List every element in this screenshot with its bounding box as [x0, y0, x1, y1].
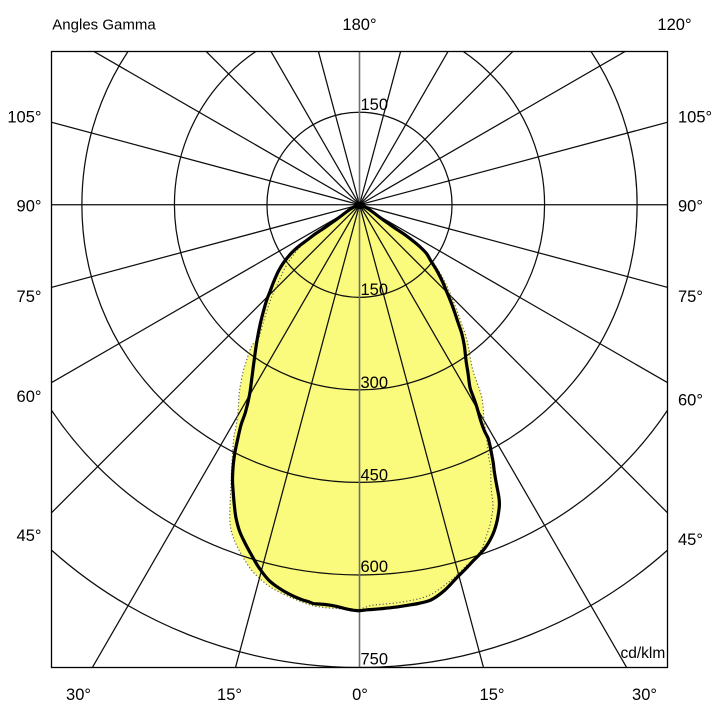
svg-text:600: 600 [361, 558, 389, 576]
svg-text:180°: 180° [342, 16, 376, 34]
svg-text:150: 150 [361, 281, 389, 299]
svg-text:90°: 90° [678, 198, 703, 216]
svg-text:60°: 60° [678, 392, 703, 410]
svg-text:15°: 15° [217, 686, 242, 704]
svg-text:105°: 105° [7, 108, 41, 126]
svg-text:450: 450 [361, 467, 389, 485]
svg-text:150: 150 [361, 96, 389, 114]
svg-text:120°: 120° [657, 16, 691, 34]
svg-text:105°: 105° [678, 108, 712, 126]
svg-text:cd/klm: cd/klm [621, 645, 666, 662]
svg-text:Angles Gamma: Angles Gamma [52, 17, 156, 34]
svg-text:60°: 60° [17, 388, 42, 406]
svg-text:45°: 45° [17, 527, 42, 545]
svg-text:75°: 75° [678, 288, 703, 306]
svg-text:30°: 30° [66, 686, 91, 704]
svg-text:30°: 30° [632, 686, 657, 704]
svg-text:45°: 45° [678, 531, 703, 549]
svg-text:75°: 75° [17, 288, 42, 306]
svg-text:750: 750 [361, 651, 389, 669]
svg-text:300: 300 [361, 374, 389, 392]
svg-text:0°: 0° [352, 686, 368, 704]
svg-text:15°: 15° [480, 686, 505, 704]
svg-text:90°: 90° [17, 198, 42, 216]
